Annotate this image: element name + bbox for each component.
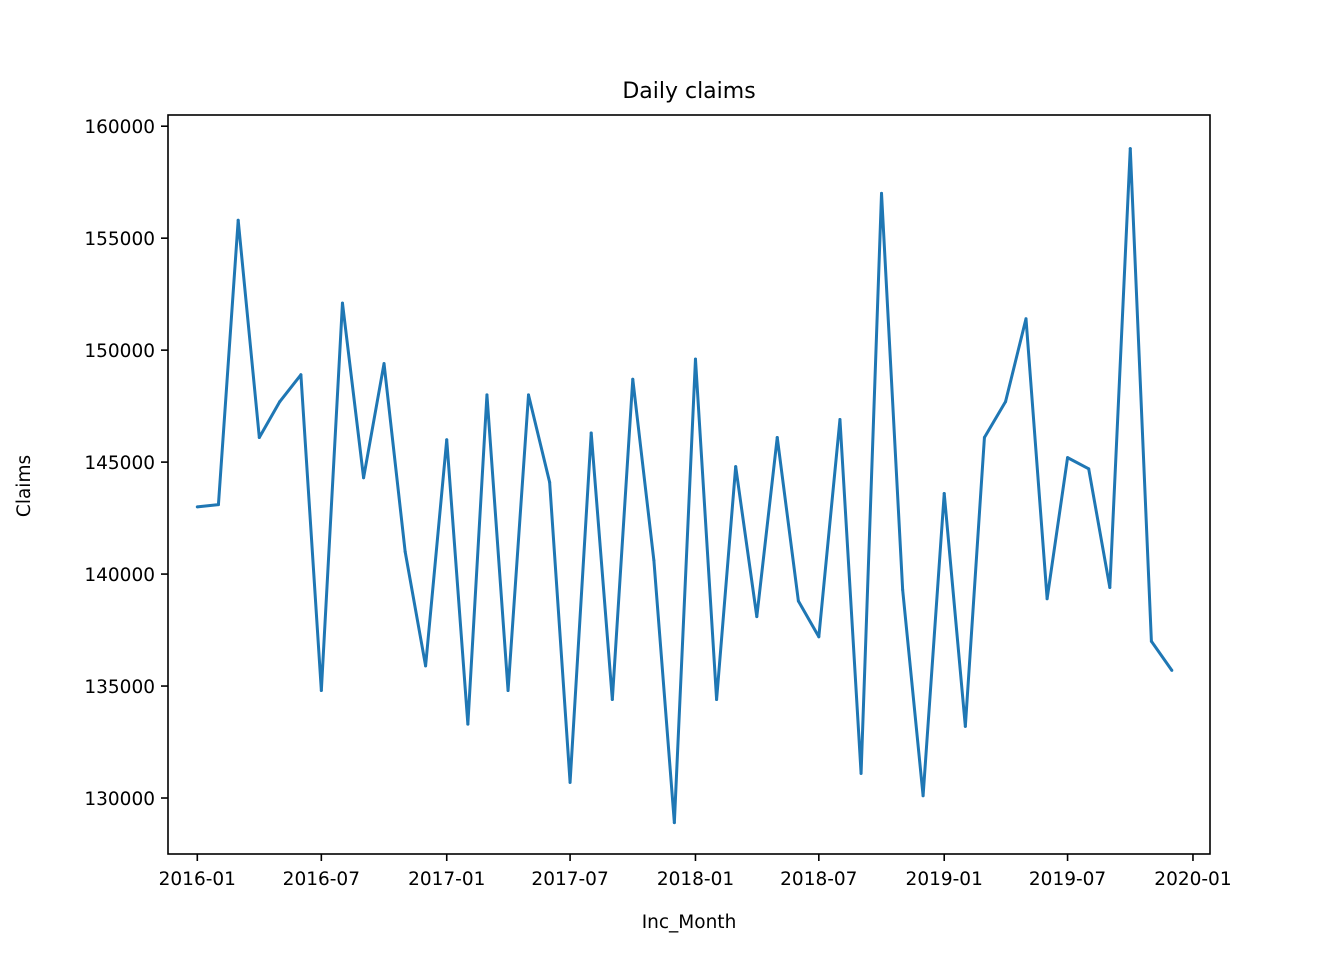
data-point [236, 218, 240, 222]
data-point [257, 435, 261, 439]
data-point [734, 465, 738, 469]
data-point [901, 588, 905, 592]
plot-area-frame [167, 114, 1211, 855]
axis-ticks: 2016-01 2016-07 2017-01 2017-07 2018-01 2018-… [84, 117, 1231, 890]
data-point [1149, 639, 1153, 643]
data-point [796, 599, 800, 603]
data-point [963, 724, 967, 728]
data-point [1108, 586, 1112, 590]
x-tick-label: 2019-01 [906, 869, 983, 890]
x-tick-label: 2016-07 [283, 869, 360, 890]
data-point [445, 438, 449, 442]
x-tick-label: 2018-01 [657, 869, 734, 890]
y-tick-label: 130000 [84, 789, 155, 810]
data-point [942, 491, 946, 495]
data-point [466, 722, 470, 726]
data-point [362, 476, 366, 480]
data-point [982, 435, 986, 439]
y-tick-label: 145000 [84, 453, 155, 474]
y-tick-label: 160000 [84, 117, 155, 138]
data-point [775, 435, 779, 439]
data-point [195, 505, 199, 509]
data-point [859, 771, 863, 775]
data-point [610, 697, 614, 701]
y-tick-label: 140000 [84, 565, 155, 586]
series-line [197, 147, 1174, 825]
data-point [1170, 668, 1174, 672]
data-point [382, 362, 386, 366]
data-point [216, 503, 220, 507]
y-tick-label: 150000 [84, 341, 155, 362]
series-layer [195, 147, 1174, 825]
data-point [1004, 400, 1008, 404]
data-point [340, 301, 344, 305]
x-tick-label: 2018-07 [780, 869, 857, 890]
data-point [672, 821, 676, 825]
x-tick-label: 2020-01 [1154, 869, 1231, 890]
data-point [631, 377, 635, 381]
data-point [652, 559, 656, 563]
data-point [299, 373, 303, 377]
x-tick-label: 2017-07 [531, 869, 608, 890]
data-point [548, 480, 552, 484]
data-point [278, 400, 282, 404]
data-point [527, 393, 531, 397]
x-axis-label: Inc_Month [642, 912, 737, 933]
data-point [403, 550, 407, 554]
data-point [838, 418, 842, 422]
data-point [1024, 317, 1028, 321]
chart-title: Daily claims [622, 79, 755, 104]
data-point [1045, 597, 1049, 601]
data-point [506, 689, 510, 693]
data-point [715, 697, 719, 701]
data-point [319, 689, 323, 693]
x-tick-label: 2016-01 [159, 869, 236, 890]
data-point [880, 191, 884, 195]
data-point [1128, 147, 1132, 151]
x-tick-label: 2019-07 [1029, 869, 1106, 890]
data-point [568, 780, 572, 784]
data-point [485, 393, 489, 397]
data-point [755, 615, 759, 619]
data-point [1066, 456, 1070, 460]
data-point [589, 431, 593, 435]
x-tick-label: 2017-01 [408, 869, 485, 890]
y-tick-label: 155000 [84, 229, 155, 250]
data-point [817, 635, 821, 639]
data-point [1087, 467, 1091, 471]
y-axis-label: Claims [14, 455, 35, 517]
y-tick-label: 135000 [84, 677, 155, 698]
data-point [693, 357, 697, 361]
data-point [424, 664, 428, 668]
data-point [921, 794, 925, 798]
